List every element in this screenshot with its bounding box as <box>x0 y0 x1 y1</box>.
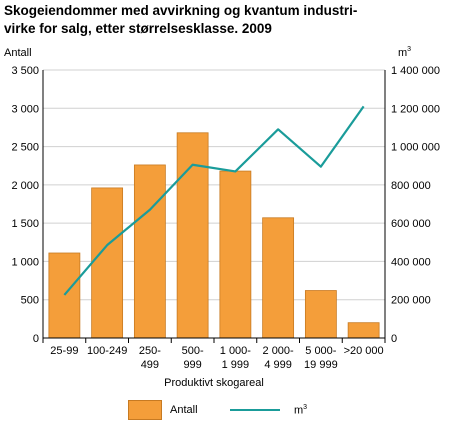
left-tick-label: 1 500 <box>11 218 39 230</box>
left-tick-label: 2 500 <box>11 142 39 154</box>
left-tick-label: 3 500 <box>11 65 39 77</box>
legend-swatch-line <box>230 409 280 411</box>
bar <box>133 164 166 339</box>
x-tick-label: 4 999 <box>264 359 292 371</box>
bar <box>304 290 337 339</box>
left-tick-label: 3 000 <box>11 103 39 115</box>
right-tick-label: 600 000 <box>391 218 431 230</box>
x-tick-label: 499 <box>141 359 159 371</box>
right-tick-label: 1 200 000 <box>391 103 440 115</box>
legend-swatch-bar <box>128 400 162 420</box>
chart-title: Skogeiendommer med avvirkning og kvantum… <box>4 2 444 38</box>
x-tick-label: 25-99 <box>50 345 78 357</box>
bar <box>347 322 380 339</box>
x-tick-label: 19 999 <box>304 359 338 371</box>
chart-title-line-1: Skogeiendommer med avvirkning og kvantum… <box>4 3 358 18</box>
left-tick-label: 1 000 <box>11 256 39 268</box>
line-series-m3 <box>63 105 365 296</box>
right-tick-label: 800 000 <box>391 180 431 192</box>
x-tick-label: 1 999 <box>222 359 250 371</box>
legend-label-antall: Antall <box>170 404 198 416</box>
right-axis-label: m3 <box>398 46 411 59</box>
right-tick-label: 0 <box>391 333 397 345</box>
legend-label-m3: m3 <box>294 404 307 417</box>
legend-item-antall: Antall <box>128 398 198 422</box>
legend: Antall m3 <box>0 398 450 422</box>
bar <box>48 252 81 339</box>
left-axis-label: Antall <box>4 47 32 59</box>
x-axis-label: Produktivt skogareal <box>164 377 264 389</box>
x-tick-label: 999 <box>183 359 201 371</box>
x-tick-label: 1 000- <box>220 345 252 357</box>
x-tick-label: >20 000 <box>344 345 384 357</box>
left-tick-label: 0 <box>33 333 39 345</box>
legend-item-m3: m3 <box>230 398 307 422</box>
bar <box>262 217 295 339</box>
left-tick-label: 2 000 <box>11 180 39 192</box>
chart-title-line-2: virke for salg, etter størrelsesklasse. … <box>4 21 272 36</box>
legend-label-m3-sup: 3 <box>303 403 308 411</box>
right-tick-label: 1 400 000 <box>391 65 440 77</box>
x-tick-label: 2 000- <box>263 345 295 357</box>
left-tick-label: 500 <box>21 295 39 307</box>
x-tick-label: 500- <box>182 345 204 357</box>
bar <box>219 170 252 339</box>
legend-label-m3-base: m <box>294 404 304 417</box>
right-tick-label: 1 000 000 <box>391 142 440 154</box>
bar <box>91 187 124 339</box>
x-tick-label: 250- <box>139 345 161 357</box>
combo-chart: 0 0 500 200 000 1 000 400 000 1 500 600 000 2 00… <box>4 46 440 389</box>
right-tick-label: 400 000 <box>391 256 431 268</box>
bar <box>176 132 209 339</box>
x-tick-label: 5 000- <box>305 345 337 357</box>
right-tick-label: 200 000 <box>391 295 431 307</box>
x-tick-label: 100-249 <box>87 345 127 357</box>
